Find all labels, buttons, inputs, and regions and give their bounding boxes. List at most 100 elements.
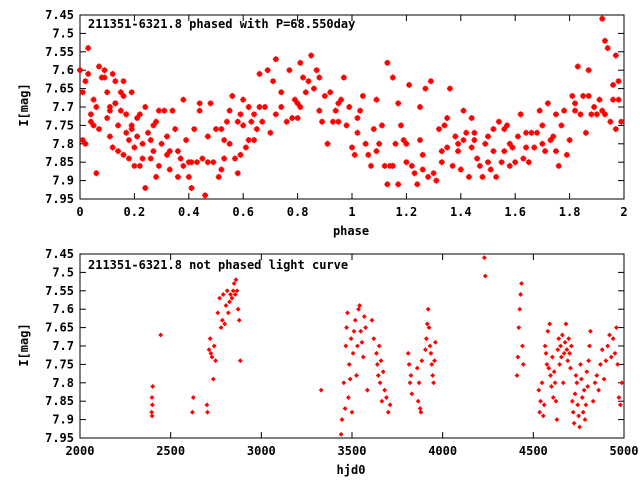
- data-point: [82, 140, 89, 147]
- data-point: [134, 133, 141, 140]
- data-point: [219, 317, 225, 323]
- data-point: [415, 398, 421, 404]
- data-point: [564, 347, 570, 353]
- data-point: [231, 281, 237, 286]
- data-point: [354, 373, 359, 378]
- data-point: [354, 129, 361, 136]
- data-point: [557, 361, 563, 367]
- data-point: [150, 384, 156, 389]
- data-point: [578, 361, 583, 367]
- data-point: [232, 292, 238, 297]
- data-point: [223, 118, 230, 125]
- data-point: [574, 380, 580, 386]
- data-point: [79, 137, 86, 144]
- data-point: [308, 52, 315, 59]
- unphased-y-tick-label: 7.85: [45, 394, 74, 408]
- data-point: [549, 354, 555, 360]
- data-point: [474, 155, 481, 162]
- data-point: [512, 159, 519, 166]
- data-point: [215, 173, 222, 180]
- data-point: [615, 361, 621, 367]
- data-point: [155, 107, 162, 114]
- data-point: [272, 111, 279, 118]
- data-point: [585, 67, 592, 74]
- data-point: [588, 111, 595, 118]
- unphased-x-tick-label: 2500: [156, 444, 185, 458]
- data-point: [431, 380, 437, 386]
- data-point: [406, 81, 413, 88]
- data-point: [224, 288, 230, 294]
- data-point: [514, 133, 521, 140]
- data-point: [117, 89, 124, 96]
- data-point: [345, 395, 351, 400]
- data-point: [504, 122, 511, 129]
- data-point: [376, 140, 383, 147]
- data-point: [481, 255, 487, 261]
- data-point: [441, 122, 448, 129]
- data-point: [183, 137, 190, 144]
- data-point: [338, 96, 345, 103]
- data-point: [581, 387, 587, 393]
- phased-x-tick-label: 0.6: [232, 205, 254, 219]
- data-point: [161, 107, 168, 114]
- data-point: [487, 166, 494, 173]
- data-point: [169, 107, 176, 114]
- data-point: [419, 151, 426, 158]
- data-point: [210, 376, 216, 382]
- data-point: [335, 118, 342, 125]
- data-point: [90, 122, 97, 129]
- phased-y-tick-label: 7.9: [52, 174, 74, 188]
- data-point: [106, 104, 113, 110]
- data-point: [619, 380, 625, 386]
- data-point: [517, 111, 524, 118]
- data-point: [514, 373, 520, 378]
- phased-plot-title: 211351-6321.8 phased with P=68.550day: [88, 17, 355, 31]
- data-point: [357, 303, 363, 308]
- data-point: [525, 159, 532, 166]
- data-point: [310, 85, 317, 92]
- data-point: [397, 122, 404, 129]
- data-point: [109, 144, 116, 151]
- data-point: [174, 148, 181, 155]
- data-point: [426, 325, 432, 331]
- data-point: [270, 78, 277, 85]
- data-point: [342, 406, 348, 411]
- data-point: [601, 111, 608, 118]
- data-point: [575, 402, 581, 408]
- phased-x-tick-label: 1.6: [504, 205, 526, 219]
- data-point: [316, 74, 323, 81]
- data-point: [297, 104, 304, 110]
- data-point: [278, 89, 285, 96]
- data-point: [85, 45, 92, 52]
- data-point: [432, 358, 437, 364]
- data-point: [240, 122, 247, 129]
- data-point: [610, 81, 617, 88]
- data-point: [278, 104, 285, 110]
- data-point: [553, 148, 559, 155]
- data-point: [599, 347, 605, 353]
- data-point: [177, 155, 184, 162]
- phased-x-tick-label: 0: [76, 205, 83, 219]
- phased-x-axis-label: phase: [333, 224, 369, 238]
- data-point: [596, 96, 603, 103]
- data-point: [234, 288, 240, 294]
- data-point: [335, 100, 342, 107]
- data-point: [220, 292, 226, 297]
- data-point: [199, 155, 206, 162]
- data-point: [612, 126, 619, 133]
- data-point: [438, 148, 445, 155]
- data-point: [610, 336, 616, 342]
- data-point: [188, 184, 195, 191]
- data-point: [583, 402, 589, 408]
- data-point: [608, 354, 614, 360]
- data-point: [455, 140, 462, 147]
- data-point: [610, 96, 617, 103]
- unphased-y-tick-label: 7.7: [52, 339, 74, 353]
- data-point: [339, 417, 345, 423]
- data-point: [594, 373, 600, 378]
- data-point: [361, 314, 367, 319]
- data-point: [395, 181, 402, 188]
- data-point: [362, 140, 369, 147]
- data-point: [567, 350, 573, 356]
- data-point: [403, 159, 410, 166]
